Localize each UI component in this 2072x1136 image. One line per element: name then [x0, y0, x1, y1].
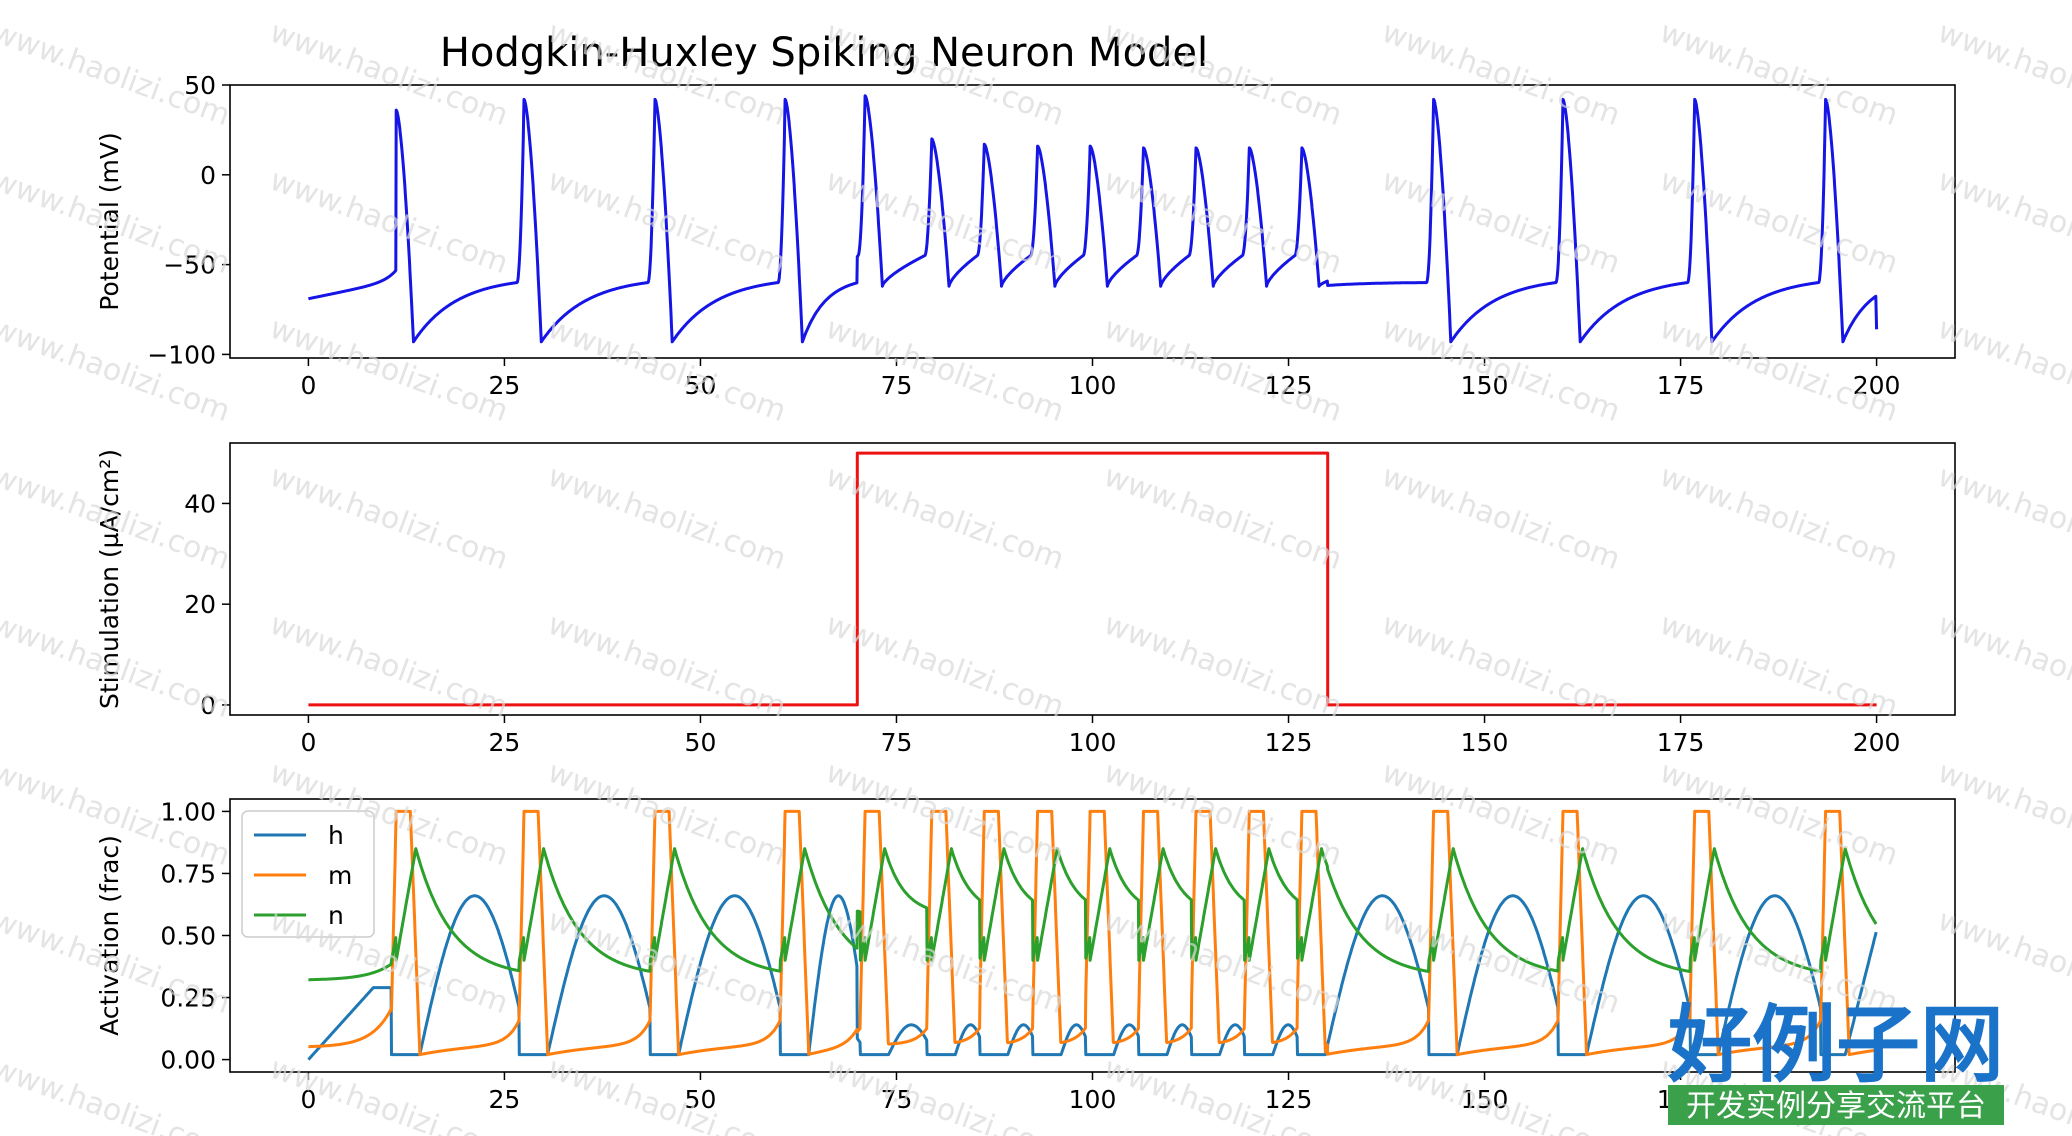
watermark-text: www.haolizi.com	[1655, 607, 1902, 726]
watermark-text: www.haolizi.com	[1377, 755, 1624, 874]
watermark-text: www.haolizi.com	[265, 1051, 512, 1136]
logo-sub-text: 开发实例分享交流平台	[1686, 1089, 1986, 1124]
y-tick-label: 20	[184, 590, 216, 619]
y-axis-label: Activation (frac)	[95, 835, 124, 1036]
x-tick-label: 200	[1853, 728, 1901, 757]
chart-title: Hodgkin-Huxley Spiking Neuron Model	[440, 30, 1208, 76]
y-tick-label: −50	[163, 251, 216, 280]
x-tick-label: 50	[685, 1085, 717, 1114]
x-tick-label: 75	[881, 728, 913, 757]
x-tick-label: 150	[1461, 728, 1509, 757]
watermark-text: www.haolizi.com	[543, 755, 790, 874]
panel-stimulation: 0 25 50 75 100 125 150 175 200 0 20 40 Stimulation (…	[95, 442, 1956, 757]
x-tick-label: 125	[1265, 1085, 1313, 1114]
x-tick-label: 0	[300, 371, 316, 400]
watermark-text: www.haolizi.com	[1377, 903, 1624, 1022]
watermark-text: www.haolizi.com	[1099, 311, 1346, 430]
y-axis-label: Stimulation (µA/cm²)	[95, 449, 124, 709]
panel-potential: 0 25 50 75 100 125 150 175 200 −100 −50 0 50 Potentia…	[95, 71, 1956, 400]
x-tick-label: 200	[1853, 371, 1901, 400]
x-tick-label: 25	[489, 371, 521, 400]
series-line-activation-h	[307, 894, 1878, 1061]
watermark-text: www.haolizi.com	[1933, 311, 2072, 430]
watermark-text: www.haolizi.com	[1933, 459, 2072, 578]
y-tick-label: 40	[184, 489, 216, 518]
legend: hmn	[241, 810, 375, 938]
x-tick-label: 50	[685, 371, 717, 400]
series-line-activation-n	[307, 847, 1878, 982]
watermark-text: www.haolizi.com	[265, 459, 512, 578]
watermark-text: www.haolizi.com	[265, 163, 512, 282]
watermark-text: www.haolizi.com	[821, 1051, 1068, 1136]
watermark-text: www.haolizi.com	[1099, 459, 1346, 578]
panels: 0 25 50 75 100 125 150 175 200−100−50050Potentia…	[95, 71, 1956, 1114]
y-axis-label: Potential (mV)	[95, 132, 124, 310]
logo-sub-background	[1668, 1085, 2004, 1125]
legend-label-h: h	[328, 821, 344, 850]
x-tick-label: 0	[300, 728, 316, 757]
x-tick-label: 25	[489, 728, 521, 757]
x-tick-label: 0	[300, 1085, 316, 1114]
y-tick-label: 0	[200, 161, 216, 190]
y-tick-label: 1.00	[160, 797, 216, 826]
watermark-text: www.haolizi.com	[1377, 1051, 1624, 1136]
watermark-text: www.haolizi.com	[1099, 755, 1346, 874]
x-tick-label: 100	[1069, 371, 1117, 400]
watermark-text: www.haolizi.com	[1655, 311, 1902, 430]
watermark-text: www.haolizi.com	[543, 607, 790, 726]
series-line-stimulation-stim	[308, 451, 1877, 707]
x-tick-label: 175	[1657, 728, 1705, 757]
y-tick-label: 0	[200, 691, 216, 720]
x-tick-label: 175	[1657, 371, 1705, 400]
y-tick-label: 50	[184, 71, 216, 100]
watermark-text: www.haolizi.com	[1933, 15, 2072, 134]
y-tick-label: 0.00	[160, 1046, 216, 1075]
x-tick-label: 100	[1069, 728, 1117, 757]
x-tick-label: 125	[1265, 371, 1313, 400]
watermark-text: www.haolizi.com	[1377, 15, 1624, 134]
y-tick-label: 0.50	[160, 922, 216, 951]
y-tick-label: 0.75	[160, 859, 216, 888]
watermark-text: www.haolizi.com	[543, 163, 790, 282]
watermark-text: www.haolizi.com	[1655, 15, 1902, 134]
watermark-text: www.haolizi.com	[1933, 607, 2072, 726]
watermark-text: www.haolizi.com	[821, 311, 1068, 430]
x-tick-label: 100	[1069, 1085, 1117, 1114]
x-tick-label: 75	[881, 371, 913, 400]
x-tick-label: 125	[1265, 728, 1313, 757]
watermark-text: www.haolizi.com	[0, 311, 235, 430]
series-line-activation-m	[307, 809, 1878, 1057]
legend-label-n: n	[328, 901, 344, 930]
watermark-text: www.haolizi.com	[821, 755, 1068, 874]
logo: 好例子网 开发实例分享交流平台	[1667, 996, 2004, 1125]
watermark-text: www.haolizi.com	[1099, 607, 1346, 726]
x-tick-label: 150	[1461, 371, 1509, 400]
x-tick-label: 75	[881, 1085, 913, 1114]
panel-activation: 02550751001251501752000.000.250.500.751.…	[95, 797, 1956, 1114]
y-tick-label: 0.25	[160, 984, 216, 1013]
watermark-text: www.haolizi.com	[1377, 311, 1624, 430]
x-tick-label: 25	[489, 1085, 521, 1114]
watermark-text: www.haolizi.com	[543, 1051, 790, 1136]
x-tick-label: 150	[1461, 1085, 1509, 1114]
watermark-text: www.haolizi.com	[265, 311, 512, 430]
watermark-text: www.haolizi.com	[1933, 755, 2072, 874]
watermark-text: www.haolizi.com	[1377, 607, 1624, 726]
y-tick-label: −100	[147, 340, 216, 369]
watermark-text: www.haolizi.com	[265, 607, 512, 726]
watermark-text: www.haolizi.com	[543, 459, 790, 578]
watermark-text: www.haolizi.com	[543, 311, 790, 430]
watermark-text: www.haolizi.com	[1377, 459, 1624, 578]
logo-main-text: 好例子网	[1667, 996, 2004, 1094]
x-tick-label: 50	[685, 728, 717, 757]
watermark-text: www.haolizi.com	[1655, 459, 1902, 578]
watermark-text: www.haolizi.com	[1377, 163, 1624, 282]
watermark-text: www.haolizi.com	[1933, 163, 2072, 282]
legend-label-m: m	[328, 861, 352, 890]
series-line-potential-v	[307, 94, 1879, 344]
legend-box	[241, 810, 375, 938]
watermark-text: www.haolizi.com	[265, 903, 512, 1022]
